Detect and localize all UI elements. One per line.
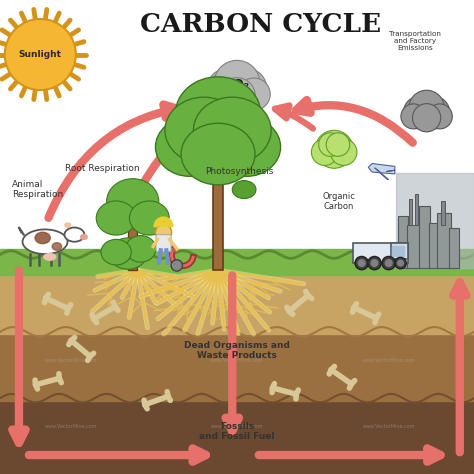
Circle shape (225, 68, 267, 110)
Circle shape (319, 133, 342, 156)
Text: Root Respiration: Root Respiration (64, 164, 139, 173)
Bar (0, 401, 474, 474)
Bar (0, 0, 474, 249)
Circle shape (5, 19, 76, 90)
Bar (415, 194, 418, 225)
Text: Organic
Carbon: Organic Carbon (322, 192, 356, 211)
Ellipse shape (129, 201, 169, 235)
Ellipse shape (212, 118, 281, 176)
Bar (449, 228, 459, 268)
Circle shape (155, 224, 172, 240)
Circle shape (371, 260, 378, 266)
Text: Transportation
and Factory
Emissions: Transportation and Factory Emissions (389, 31, 441, 51)
Ellipse shape (175, 77, 261, 151)
Bar (213, 166, 223, 270)
Circle shape (417, 96, 450, 129)
Circle shape (238, 78, 270, 110)
Ellipse shape (52, 243, 62, 250)
Circle shape (401, 104, 426, 129)
Ellipse shape (193, 97, 271, 164)
Ellipse shape (232, 181, 256, 199)
Ellipse shape (109, 238, 147, 269)
Text: Fossils
and Fossil Fuel: Fossils and Fossil Fuel (199, 422, 275, 441)
Circle shape (412, 104, 441, 132)
Bar (398, 216, 408, 268)
Circle shape (368, 256, 381, 270)
Bar (0, 334, 474, 401)
Bar (407, 225, 420, 268)
Circle shape (355, 256, 368, 270)
Text: www.VectorMine.com: www.VectorMine.com (45, 358, 97, 363)
Bar (0, 249, 474, 275)
Circle shape (385, 260, 392, 266)
Bar (128, 223, 137, 270)
FancyBboxPatch shape (156, 235, 171, 252)
Wedge shape (154, 217, 173, 227)
Text: www.VectorMine.com: www.VectorMine.com (211, 358, 263, 363)
Circle shape (427, 104, 452, 129)
Bar (437, 213, 451, 268)
Text: www.VectorMine.com: www.VectorMine.com (45, 424, 97, 429)
Ellipse shape (101, 239, 131, 265)
Circle shape (358, 260, 365, 266)
Ellipse shape (126, 236, 156, 262)
Circle shape (382, 256, 395, 270)
Circle shape (219, 78, 255, 114)
Bar (353, 243, 408, 263)
Ellipse shape (44, 254, 55, 260)
Ellipse shape (155, 118, 224, 176)
Ellipse shape (158, 222, 169, 226)
Ellipse shape (181, 123, 255, 185)
Circle shape (395, 257, 406, 269)
Bar (391, 243, 408, 259)
Ellipse shape (64, 228, 84, 242)
Text: Dead Organisms and
Waste Products: Dead Organisms and Waste Products (184, 341, 290, 360)
Circle shape (204, 78, 236, 110)
Bar (429, 223, 438, 268)
Text: www.VectorMine.com: www.VectorMine.com (363, 358, 415, 363)
Text: Sunlight: Sunlight (19, 50, 62, 59)
Ellipse shape (65, 223, 71, 228)
Circle shape (403, 96, 436, 129)
Ellipse shape (165, 97, 243, 164)
Wedge shape (169, 246, 196, 268)
Bar (419, 206, 430, 268)
Circle shape (330, 139, 357, 165)
Circle shape (311, 139, 338, 165)
Circle shape (326, 133, 350, 156)
Bar (441, 201, 445, 225)
Ellipse shape (96, 201, 136, 235)
Circle shape (207, 68, 249, 110)
Ellipse shape (81, 235, 87, 239)
Polygon shape (374, 168, 389, 180)
Ellipse shape (35, 232, 50, 244)
Polygon shape (368, 164, 395, 174)
Bar (396, 173, 474, 268)
Circle shape (398, 260, 403, 266)
Circle shape (315, 130, 353, 168)
Circle shape (409, 90, 444, 126)
Bar (409, 199, 412, 225)
Text: www.VectorMine.com: www.VectorMine.com (211, 424, 263, 429)
Text: CARBON CYCLE: CARBON CYCLE (140, 12, 381, 37)
Ellipse shape (107, 179, 159, 224)
Circle shape (214, 60, 260, 106)
Text: Animal
Respiration: Animal Respiration (12, 180, 63, 199)
Text: CO₂: CO₂ (224, 78, 250, 91)
Text: Photosynthesis: Photosynthesis (205, 167, 273, 176)
Bar (0, 273, 474, 334)
Circle shape (171, 260, 182, 271)
Text: www.VectorMine.com: www.VectorMine.com (363, 424, 415, 429)
Ellipse shape (23, 229, 67, 254)
Bar (392, 246, 404, 256)
